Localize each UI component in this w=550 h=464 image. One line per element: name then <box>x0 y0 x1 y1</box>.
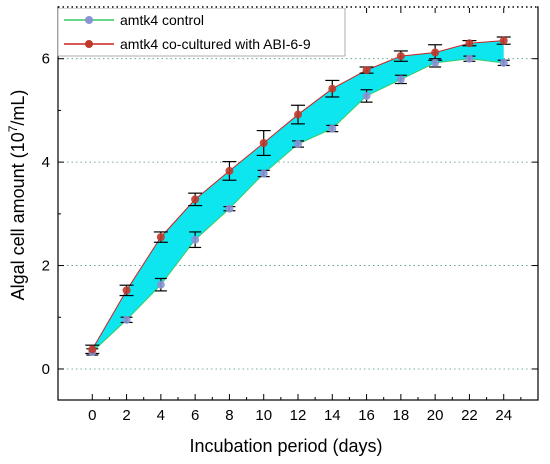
legend: amtk4 control amtk4 co-cultured with ABI… <box>57 7 346 57</box>
point-s0-22 <box>465 54 474 63</box>
legend-label-cocultured: amtk4 co-cultured with ABI-6-9 <box>120 36 311 52</box>
legend-marker-control <box>85 16 93 24</box>
x-tick-label-20: 20 <box>427 407 444 424</box>
x-tick-label-14: 14 <box>324 407 341 424</box>
x-tick-label-22: 22 <box>461 407 478 424</box>
x-tick-label-0: 0 <box>88 407 96 424</box>
y-axis-title: Algal cell amount (107/mL) <box>6 90 28 301</box>
y-axis-title-sup: 7 <box>6 125 20 132</box>
x-tick-label-2: 2 <box>122 407 130 424</box>
point-s0-16 <box>362 91 371 100</box>
x-tick-label-18: 18 <box>393 407 410 424</box>
legend-marker-cocultured <box>85 40 93 48</box>
point-s0-8 <box>225 204 234 213</box>
y-tick-label-0: 0 <box>42 361 50 378</box>
x-axis-title: Incubation period (days) <box>189 436 382 456</box>
point-s0-2 <box>122 315 131 324</box>
point-s0-24 <box>499 58 508 67</box>
point-s0-20 <box>431 58 440 67</box>
point-s1-4 <box>156 233 165 242</box>
x-tick-label-24: 24 <box>495 407 512 424</box>
point-s1-16 <box>362 66 371 75</box>
point-s1-20 <box>431 48 440 57</box>
point-s1-6 <box>191 195 200 204</box>
y-axis-ticks: 0 2 4 6 <box>42 6 538 378</box>
point-s1-8 <box>225 166 234 175</box>
x-tick-label-4: 4 <box>157 407 165 424</box>
x-tick-label-12: 12 <box>290 407 307 424</box>
x-axis-ticks: 0 2 4 6 8 10 12 14 16 18 20 22 24 <box>88 7 522 424</box>
point-s1-24 <box>499 36 508 45</box>
point-s0-6 <box>191 235 200 244</box>
y-axis-title-suffix: /mL) <box>8 90 28 126</box>
point-s1-22 <box>465 39 474 48</box>
point-s1-2 <box>122 286 131 295</box>
point-s0-12 <box>294 140 302 149</box>
point-s0-4 <box>156 280 165 289</box>
point-s1-12 <box>294 110 302 119</box>
x-tick-label-16: 16 <box>358 407 375 424</box>
data-markers <box>88 36 508 356</box>
point-s1-0 <box>88 345 97 354</box>
x-tick-label-8: 8 <box>225 407 233 424</box>
y-tick-label-2: 2 <box>42 258 50 275</box>
point-s0-10 <box>259 169 268 178</box>
y-tick-label-4: 4 <box>42 154 50 171</box>
plot-background <box>58 7 538 400</box>
point-s0-18 <box>396 75 405 84</box>
y-tick-label-6: 6 <box>42 51 50 68</box>
x-tick-label-10: 10 <box>255 407 272 424</box>
point-s1-18 <box>396 52 405 61</box>
x-tick-label-6: 6 <box>191 407 199 424</box>
y-axis-title-prefix: Algal cell amount (10 <box>8 132 28 300</box>
point-s1-14 <box>328 84 337 93</box>
legend-label-control: amtk4 control <box>120 12 204 28</box>
grid-lines <box>58 58 538 370</box>
point-s1-10 <box>259 138 268 147</box>
point-s0-14 <box>328 124 337 133</box>
